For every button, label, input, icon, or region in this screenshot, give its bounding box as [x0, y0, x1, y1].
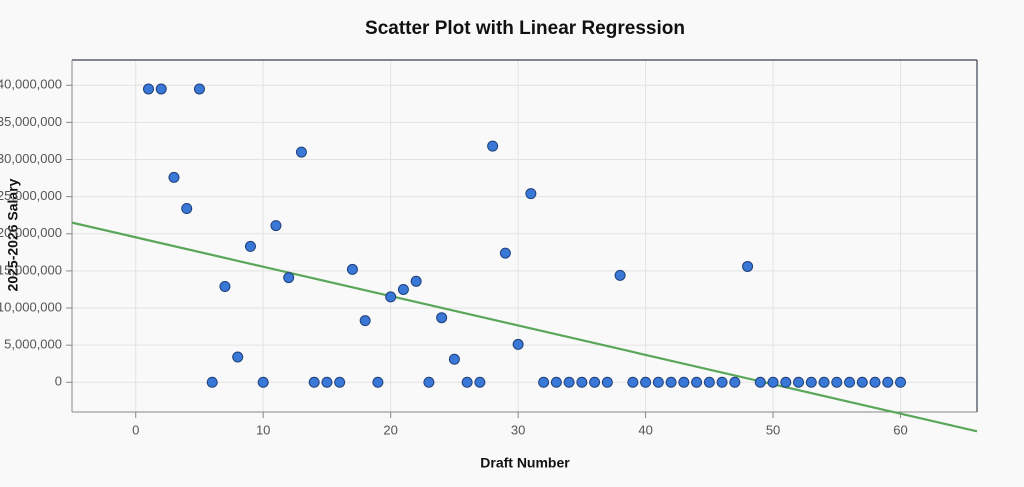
point — [410, 275, 422, 287]
y-tick-label: 20,000,000 — [0, 225, 62, 240]
point — [423, 376, 435, 388]
point — [856, 376, 868, 388]
point — [193, 83, 205, 95]
point — [563, 376, 575, 388]
regression-line — [71, 221, 978, 433]
point — [844, 376, 856, 388]
point — [346, 263, 358, 275]
y-tick-label: 35,000,000 — [0, 114, 62, 129]
point — [397, 283, 409, 295]
x-tick-label: 40 — [638, 422, 652, 437]
point — [538, 376, 550, 388]
point — [499, 247, 511, 259]
point — [232, 351, 244, 363]
point — [474, 376, 486, 388]
y-tick-label: 30,000,000 — [0, 151, 62, 166]
point — [691, 376, 703, 388]
x-axis-label: Draft Number — [480, 455, 570, 471]
x-tick-label: 50 — [766, 422, 780, 437]
point — [729, 376, 741, 388]
point — [512, 338, 524, 350]
y-tick-label: 25,000,000 — [0, 188, 62, 203]
point — [716, 376, 728, 388]
point — [461, 376, 473, 388]
point — [181, 203, 193, 215]
point — [589, 376, 601, 388]
point — [640, 376, 652, 388]
point — [372, 376, 384, 388]
point — [385, 291, 397, 303]
point — [665, 376, 677, 388]
point — [742, 260, 754, 272]
point — [767, 376, 779, 388]
y-tick-label: 0 — [55, 374, 62, 389]
x-tick-label: 60 — [893, 422, 907, 437]
point — [244, 240, 256, 252]
point — [321, 376, 333, 388]
point — [155, 83, 167, 95]
point — [818, 376, 830, 388]
point — [793, 376, 805, 388]
y-tick-label: 5,000,000 — [4, 337, 62, 352]
point — [283, 272, 295, 284]
point — [295, 146, 307, 158]
y-tick-label: 10,000,000 — [0, 299, 62, 314]
x-tick-label: 0 — [132, 422, 139, 437]
point — [831, 376, 843, 388]
point — [895, 376, 907, 388]
point — [882, 376, 894, 388]
point — [448, 353, 460, 365]
y-tick-label: 15,000,000 — [0, 262, 62, 277]
point — [627, 376, 639, 388]
point — [257, 376, 269, 388]
x-tick-label: 20 — [383, 422, 397, 437]
point — [219, 280, 231, 292]
point — [652, 376, 664, 388]
point — [270, 220, 282, 232]
point — [142, 83, 154, 95]
x-tick-label: 30 — [511, 422, 525, 437]
point — [678, 376, 690, 388]
point — [869, 376, 881, 388]
point — [436, 312, 448, 324]
y-tick-label: 40,000,000 — [0, 77, 62, 92]
point — [487, 140, 499, 152]
point — [550, 376, 562, 388]
point — [614, 269, 626, 281]
point — [334, 376, 346, 388]
point — [601, 376, 613, 388]
x-tick-label: 10 — [256, 422, 270, 437]
point — [206, 376, 218, 388]
point — [525, 188, 537, 200]
point — [703, 376, 715, 388]
point — [576, 376, 588, 388]
point — [805, 376, 817, 388]
chart-title: Scatter Plot with Linear Regression — [365, 18, 685, 39]
point — [308, 376, 320, 388]
point — [780, 376, 792, 388]
point — [754, 376, 766, 388]
point — [359, 315, 371, 327]
y-axis-label: 2025-2026 Salary — [5, 178, 21, 291]
point — [168, 171, 180, 183]
